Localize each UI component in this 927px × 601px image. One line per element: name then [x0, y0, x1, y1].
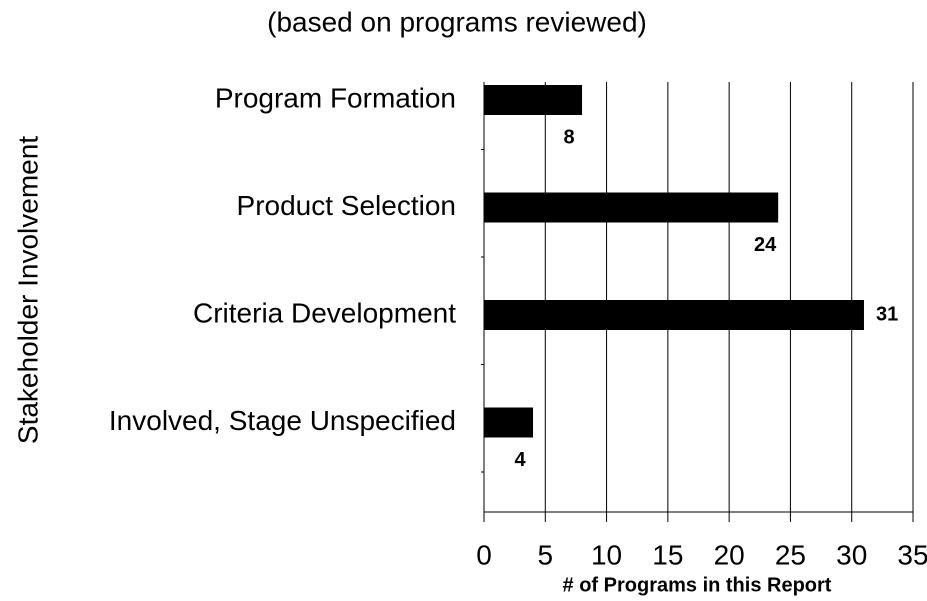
x-tick-label: 5 — [537, 539, 553, 570]
value-label: 24 — [754, 234, 777, 256]
y-axis-label: Stakeholder Involvement — [12, 136, 43, 444]
chart-subtitle: (based on programs reviewed) — [267, 6, 647, 37]
x-tick-label: 20 — [714, 539, 745, 570]
bar — [484, 300, 864, 330]
y-tick-label: Criteria Development — [193, 297, 456, 328]
x-tick-label: 15 — [652, 539, 683, 570]
value-label: 31 — [876, 303, 898, 325]
bar — [484, 407, 534, 438]
y-tick-label: Program Formation — [215, 82, 456, 113]
x-tick-label: 10 — [591, 539, 622, 570]
x-tick-label: 0 — [476, 539, 492, 570]
bar — [484, 85, 583, 115]
x-axis-label: # of Programs in this Report — [563, 574, 832, 596]
x-tick-label: 25 — [775, 539, 806, 570]
x-tick-label: 30 — [836, 539, 867, 570]
x-tick-label: 35 — [897, 539, 927, 570]
y-tick-label: Involved, Stage Unspecified — [109, 405, 456, 436]
bar — [484, 192, 779, 223]
value-label: 8 — [563, 126, 574, 148]
value-label: 4 — [514, 449, 526, 471]
y-tick-label: Product Selection — [237, 190, 456, 221]
